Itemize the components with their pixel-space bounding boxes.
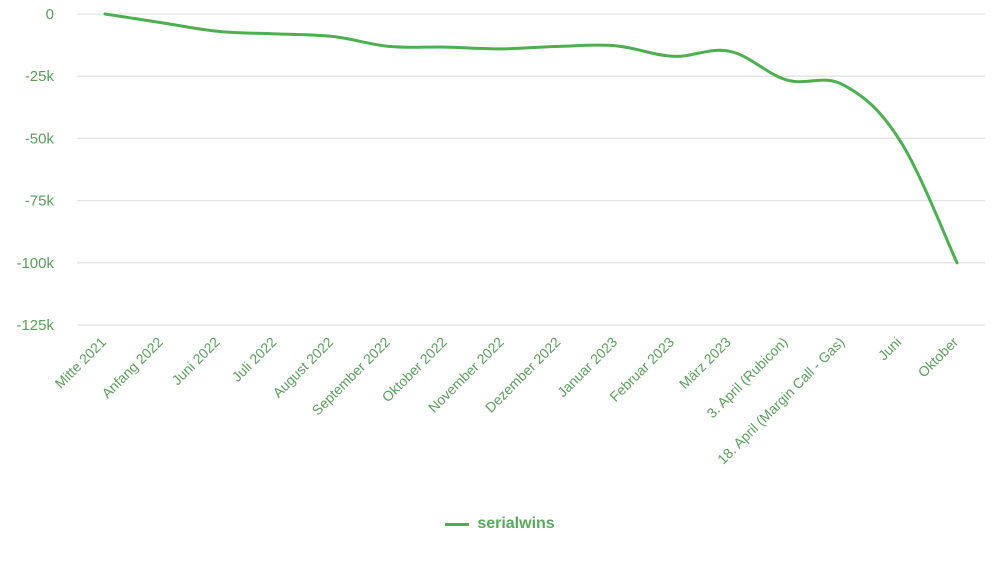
y-tick-label: -75k	[25, 193, 55, 210]
legend: serialwins	[0, 515, 1000, 533]
y-tick-label: -100k	[16, 255, 54, 272]
x-tick-label: März 2023	[676, 334, 734, 392]
x-tick-label: Anfang 2022	[98, 334, 166, 402]
y-tick-label: -125k	[16, 317, 54, 334]
legend-label: serialwins	[477, 515, 555, 532]
x-tick-label: Oktober	[915, 334, 962, 381]
series-line-serialwins	[103, 12, 959, 265]
y-tick-label: -50k	[25, 130, 55, 147]
x-tick-label: Juni 2022	[168, 334, 222, 388]
x-tick-label: Juni	[875, 334, 904, 363]
x-tick-label: Mitte 2021	[52, 334, 110, 392]
y-tick-label: 0	[46, 6, 54, 23]
x-tick-label: Juli 2022	[229, 334, 280, 385]
legend-line-icon	[445, 522, 470, 526]
y-tick-label: -25k	[25, 68, 55, 85]
